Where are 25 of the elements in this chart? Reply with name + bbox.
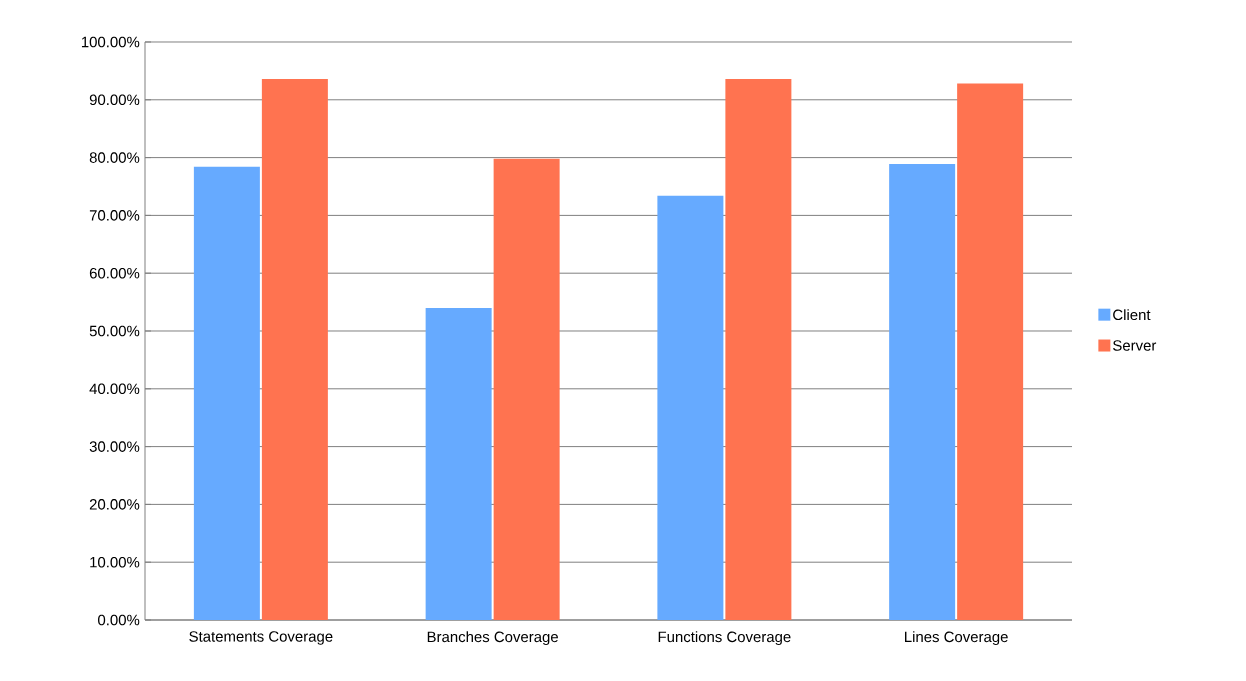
y-tick-label: 0.00% <box>98 614 140 626</box>
bar <box>657 195 724 620</box>
y-tick-label: 60.00% <box>89 267 140 279</box>
y-tick-label: 100.00% <box>81 36 140 48</box>
y-tick-label: 50.00% <box>89 325 140 337</box>
y-tick-label: 20.00% <box>89 499 140 510</box>
y-tick-label: 30.00% <box>89 441 140 452</box>
legend-label: Server <box>1113 340 1157 351</box>
y-tick-label: 40.00% <box>89 383 140 395</box>
x-tick-label: Statements Coverage <box>189 631 333 645</box>
bar <box>889 163 956 620</box>
x-tick-label: Functions Coverage <box>658 631 791 646</box>
y-tick-label: 80.00% <box>89 152 140 163</box>
legend-label: Client <box>1113 309 1151 321</box>
bar <box>725 78 792 620</box>
y-tick-label: 10.00% <box>90 556 140 568</box>
bar <box>261 78 328 620</box>
x-tick-label: Lines Coverage <box>905 631 1008 646</box>
x-tick-label: Branches Coverage <box>427 631 558 646</box>
bar <box>425 307 492 620</box>
bar <box>193 166 260 620</box>
bar <box>957 83 1024 620</box>
y-tick-label: 70.00% <box>89 210 140 221</box>
y-tick-label: 90.00% <box>89 94 140 106</box>
bar <box>493 158 560 620</box>
